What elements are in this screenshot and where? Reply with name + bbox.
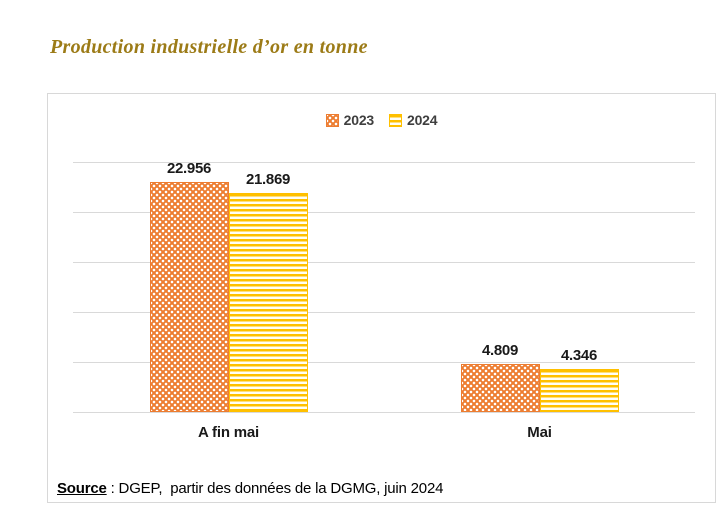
legend-swatch-2023 <box>325 113 339 127</box>
legend-item-2023: 2023 <box>325 112 375 128</box>
bar-2023-a-fin-mai <box>149 182 229 412</box>
gridline <box>73 261 695 263</box>
gridline <box>73 161 695 163</box>
gridline <box>73 311 695 313</box>
source-label: Source <box>57 480 107 497</box>
plot-area: A fin mai 22.956 21.869 Mai 4.809 4.346 <box>73 160 695 441</box>
bar-2024-a-fin-mai <box>228 193 308 412</box>
chart-legend: 2023 2024 <box>48 112 715 128</box>
bar-2023-mai <box>460 363 540 412</box>
legend-item-2024: 2024 <box>389 112 438 128</box>
data-label-2023-a-fin-mai: 22.956 <box>166 160 212 178</box>
legend-swatch-2024 <box>389 113 402 127</box>
bar-2024-mai <box>539 368 619 412</box>
source-line: Source : DGEP, partir des données de la … <box>57 480 443 497</box>
gridline <box>73 411 695 413</box>
legend-label-2024: 2024 <box>407 112 438 128</box>
legend-label-2023: 2023 <box>343 112 375 128</box>
x-axis-category-label: Mai <box>527 424 552 441</box>
gridline <box>73 361 695 363</box>
data-label-2024-mai: 4.346 <box>560 346 598 364</box>
data-label-2024-a-fin-mai: 21.869 <box>245 171 291 189</box>
x-axis-category-label: A fin mai <box>198 424 259 441</box>
page-title: Production industrielle d’or en tonne <box>50 36 368 58</box>
source-text: : DGEP, partir des données de la DGMG, j… <box>106 480 444 497</box>
gridline <box>73 211 695 213</box>
data-label-2023-mai: 4.809 <box>481 341 519 359</box>
chart-card: 2023 2024 A fin mai 22.956 21.869 Mai 4.809 4.… <box>47 93 716 503</box>
